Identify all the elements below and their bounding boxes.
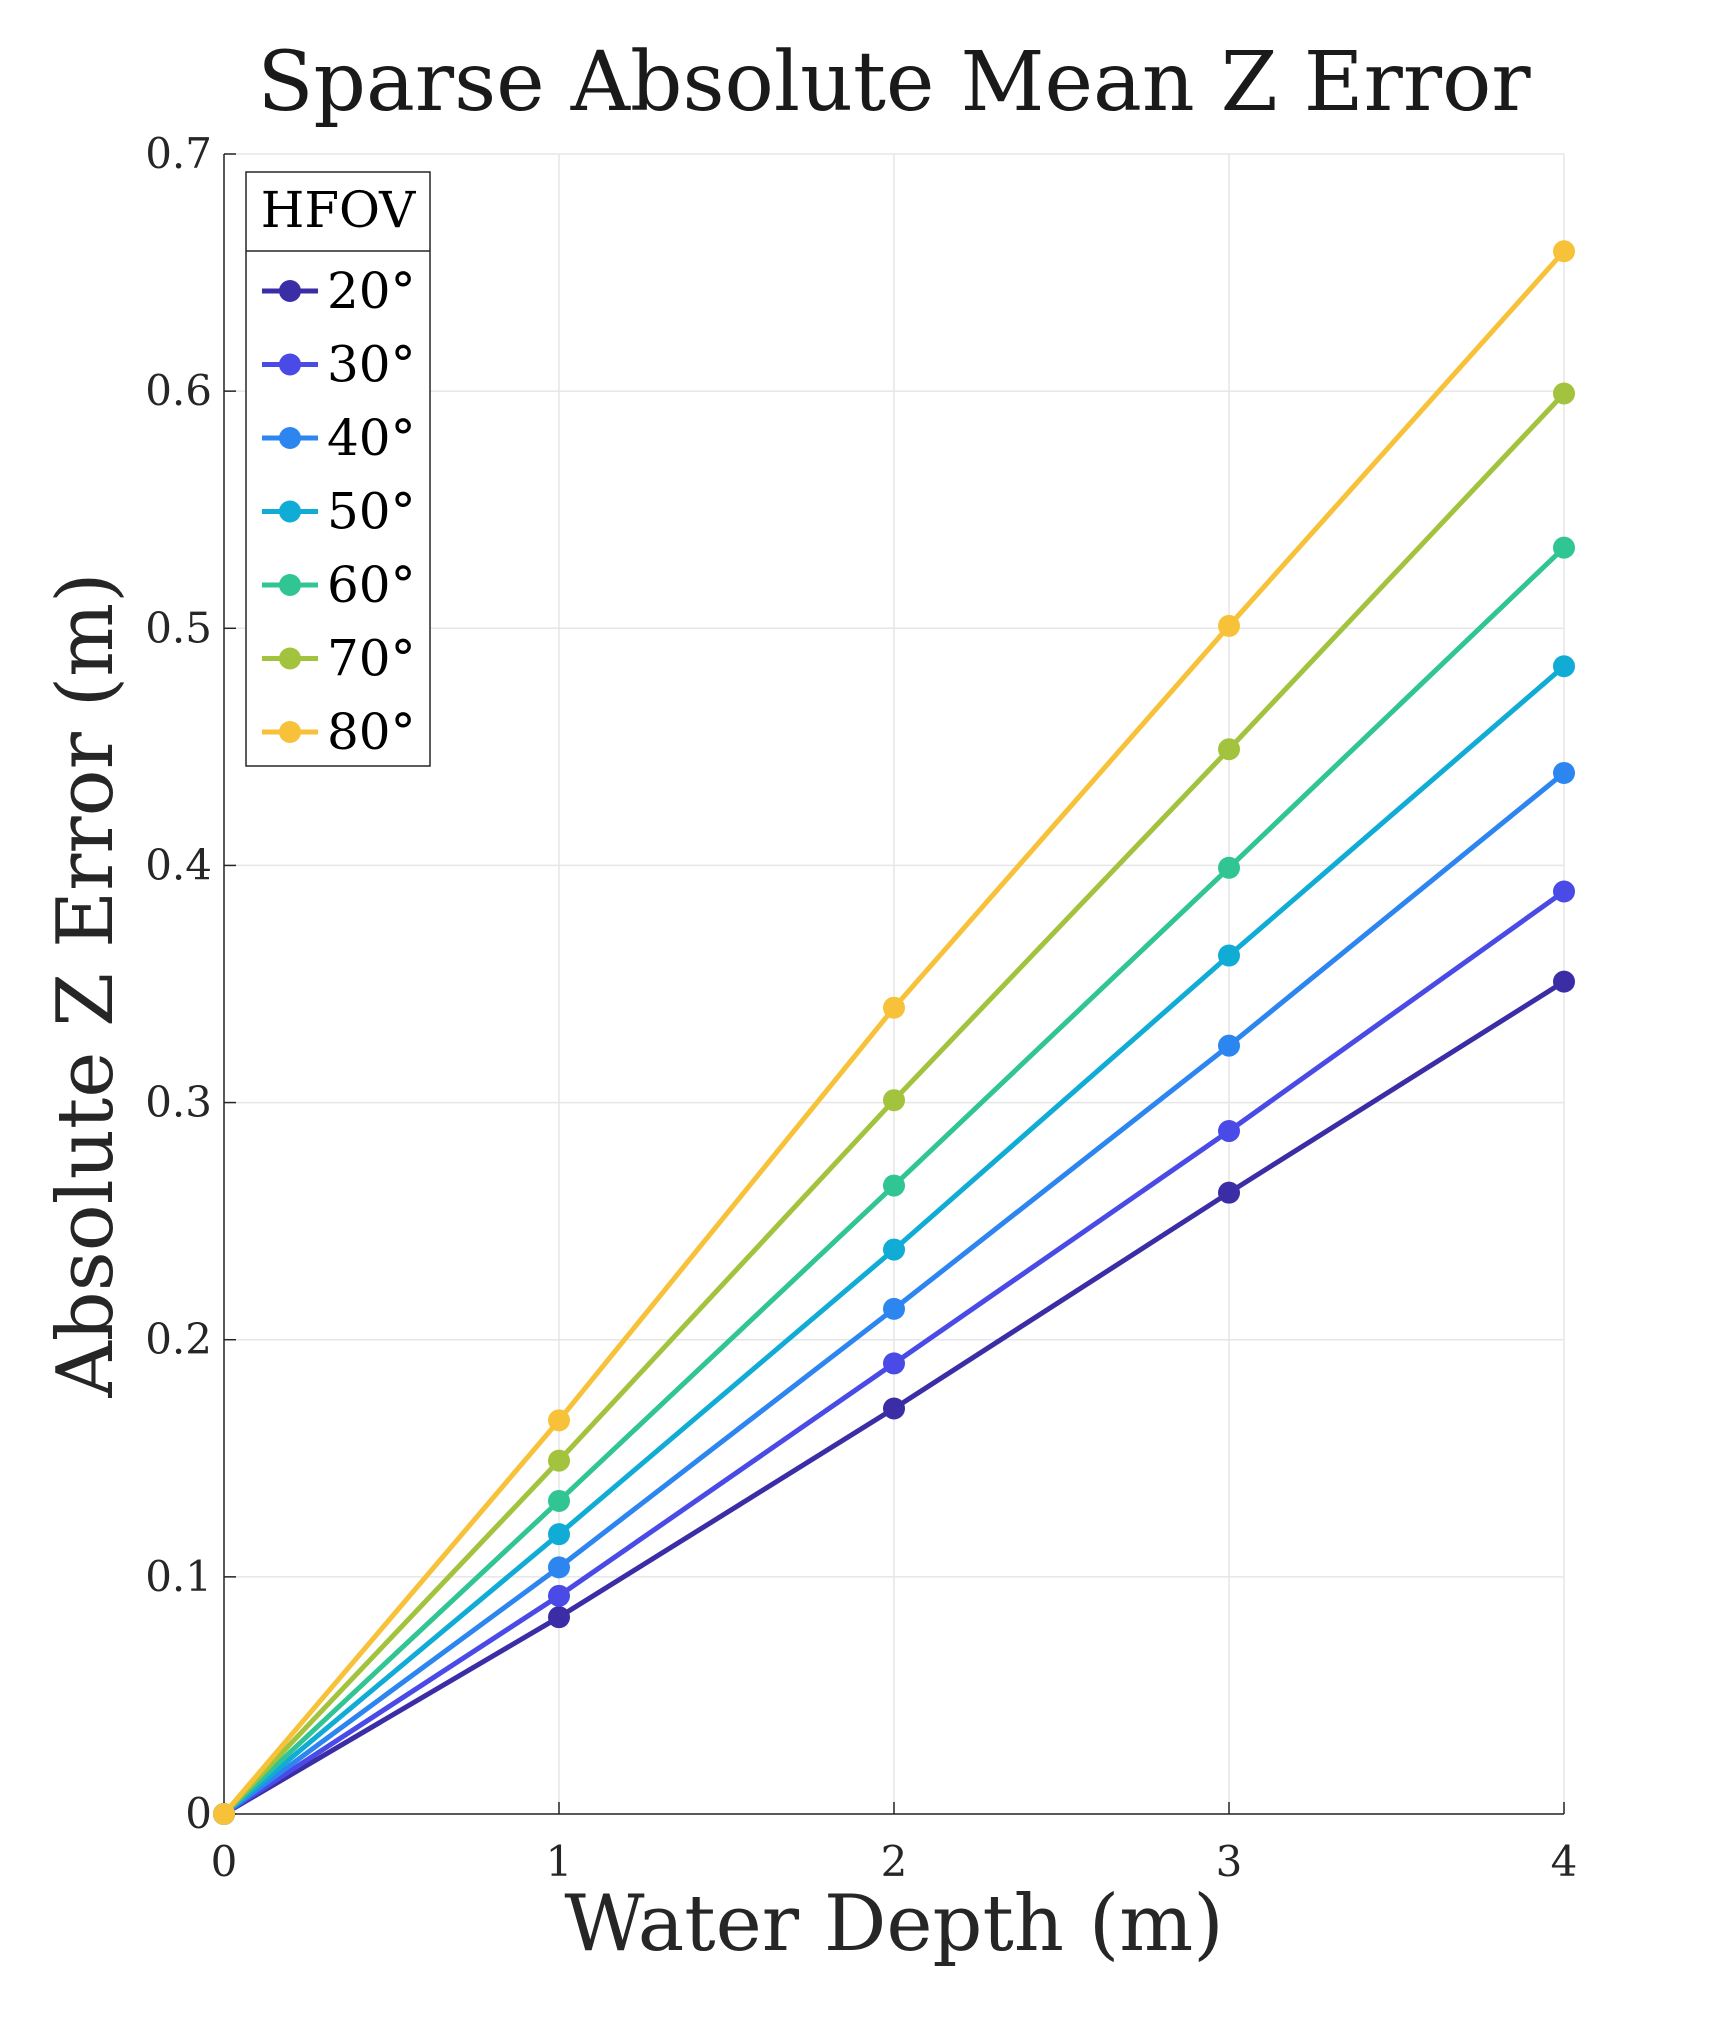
data-point	[883, 1089, 905, 1112]
legend-marker	[279, 500, 301, 523]
x-tick-label: 0	[211, 1837, 238, 1886]
y-axis-label: Absolute Z Error (m)	[41, 572, 131, 1398]
series-6	[213, 240, 1575, 1825]
legend-marker	[279, 647, 301, 670]
y-tick-label: 0.6	[145, 366, 212, 415]
legend-label: 20°	[327, 262, 416, 320]
legend-marker	[279, 721, 301, 743]
x-axis-label: Water Depth (m)	[564, 1879, 1223, 1969]
y-tick-label: 0.4	[145, 840, 212, 889]
legend-entries: 20° 30° 40° 50° 60° 70° 80°	[262, 262, 416, 761]
data-point	[1553, 761, 1575, 784]
data-point	[213, 1803, 235, 1825]
series-1	[213, 880, 1575, 1825]
y-tick-label: 0.1	[145, 1552, 212, 1601]
data-point	[1553, 970, 1575, 993]
legend-entry: 50°	[262, 483, 416, 541]
data-point	[548, 1606, 570, 1629]
data-series	[213, 240, 1575, 1825]
data-point	[1218, 1034, 1240, 1057]
data-point	[1218, 614, 1240, 637]
data-point	[1553, 240, 1575, 263]
legend-entry: 40°	[262, 409, 416, 467]
x-tick-label: 4	[1551, 1837, 1578, 1886]
legend: HFOV 20° 30° 40° 50° 60° 70° 80°	[245, 171, 431, 767]
legend-entry: 20°	[262, 262, 416, 320]
data-point	[548, 1556, 570, 1579]
chart-title: Sparse Absolute Mean Z Error	[257, 35, 1531, 130]
y-tick-label: 0.2	[145, 1315, 212, 1364]
x-tick-label: 3	[1216, 1837, 1243, 1886]
legend-title: HFOV	[261, 181, 416, 239]
legend-entry: 60°	[262, 556, 416, 614]
legend-label: 40°	[327, 409, 416, 467]
legend-marker	[279, 574, 301, 596]
x-tick-label: 1	[546, 1837, 573, 1886]
data-point	[548, 1584, 570, 1607]
data-point	[1218, 944, 1240, 967]
legend-label: 60°	[327, 556, 416, 614]
data-point	[883, 1397, 905, 1420]
x-tick-label: 2	[881, 1837, 908, 1886]
legend-box	[245, 171, 431, 767]
legend-label: 70°	[327, 630, 416, 688]
legend-marker	[279, 280, 301, 302]
legend-label: 50°	[327, 483, 416, 541]
data-point	[1218, 738, 1240, 761]
data-point	[1553, 880, 1575, 903]
data-point	[883, 1297, 905, 1320]
data-point	[1218, 856, 1240, 879]
y-tick-label: 0.7	[145, 129, 212, 178]
data-point	[548, 1409, 570, 1432]
legend-label: 30°	[327, 336, 416, 394]
legend-marker	[279, 353, 301, 376]
legend-entry: 80°	[262, 703, 416, 761]
data-point	[548, 1489, 570, 1512]
data-point	[1553, 655, 1575, 678]
legend-marker	[279, 427, 301, 449]
legend-label: 80°	[327, 703, 416, 761]
data-point	[1218, 1181, 1240, 1204]
data-point	[1218, 1120, 1240, 1143]
data-point	[1553, 536, 1575, 559]
legend-entry: 70°	[262, 630, 416, 688]
data-point	[1553, 382, 1575, 405]
y-tick-label: 0	[185, 1789, 212, 1838]
data-point	[548, 1523, 570, 1546]
axes	[223, 153, 1565, 1815]
data-point	[883, 1352, 905, 1375]
data-point	[548, 1449, 570, 1472]
data-point	[883, 1238, 905, 1261]
tick-labels: 0 1 2 3 4 0 0.1 0.2 0.3 0.4 0.5 0.6 0.7	[145, 129, 1577, 1886]
data-point	[883, 1174, 905, 1197]
series-2	[213, 761, 1575, 1825]
legend-entry: 30°	[262, 336, 416, 394]
data-point	[883, 996, 905, 1019]
y-tick-label: 0.3	[145, 1078, 212, 1127]
y-tick-label: 0.5	[145, 603, 212, 652]
